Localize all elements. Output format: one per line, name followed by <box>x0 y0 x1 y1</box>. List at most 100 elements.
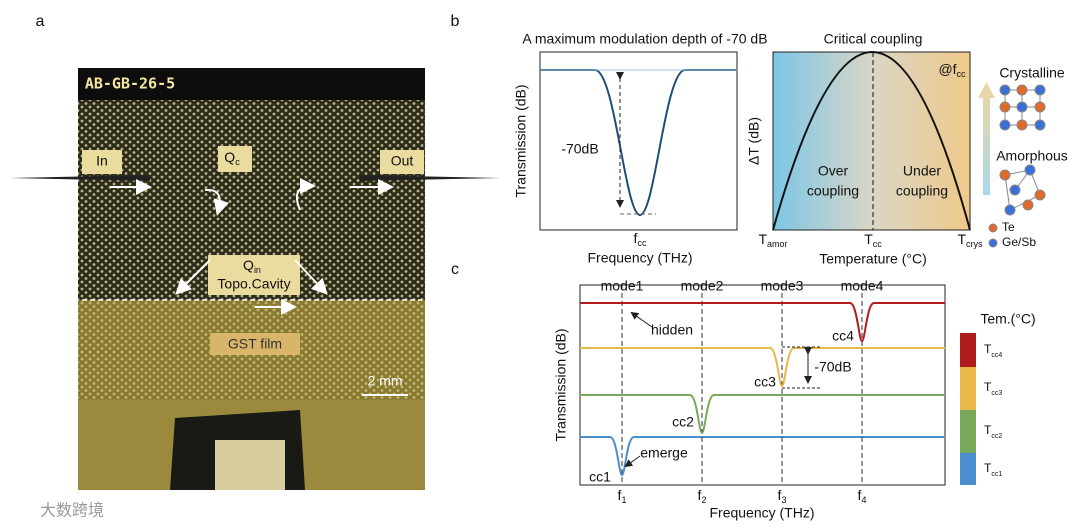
label: Temperature (°C) <box>819 251 927 267</box>
text-main: T <box>984 342 992 356</box>
text-sub: in <box>254 265 261 275</box>
text-main: T <box>984 461 992 475</box>
text-main: @f <box>938 61 956 77</box>
dip-label: cc2 <box>672 414 694 430</box>
dip-label: cc4 <box>832 328 854 344</box>
label: Tem.(°C) <box>980 311 1035 327</box>
text-main: f <box>634 230 638 246</box>
text-main: Q <box>243 257 254 273</box>
text-main: f <box>778 487 782 503</box>
label: -70dB <box>561 141 598 157</box>
text-sub: cc <box>957 69 967 79</box>
label: fcc <box>634 230 647 249</box>
x-tick-label: f4 <box>858 487 867 506</box>
legend-bar <box>960 333 976 485</box>
spectrum <box>580 347 945 388</box>
legend-label: Tcc4 <box>984 342 1002 359</box>
label: Qc <box>224 149 240 168</box>
label: Topo.Cavity <box>217 276 290 292</box>
text-sub: cc2 <box>991 433 1002 440</box>
label: Crystalline <box>999 65 1065 81</box>
crystal-icon <box>988 84 1046 248</box>
text-main: T <box>984 423 992 437</box>
label: @fcc <box>938 61 966 80</box>
text-sub: 4 <box>861 495 866 505</box>
spectrum <box>580 302 945 343</box>
x-tick-label: f2 <box>698 487 707 506</box>
label: ΔT (dB) <box>746 117 762 165</box>
text-sub: 3 <box>781 495 786 505</box>
label: A maximum modulation depth of -70 dB <box>522 31 767 47</box>
label: Over <box>818 163 849 179</box>
plot-frame <box>579 284 946 486</box>
label: coupling <box>807 183 859 199</box>
text-sub: c <box>235 157 240 167</box>
label: emerge <box>640 445 688 461</box>
label: Transmission (dB) <box>553 328 569 441</box>
x-tick-label: Tcc <box>864 231 882 250</box>
label: Critical coupling <box>824 31 923 47</box>
plot-frame <box>539 51 738 231</box>
label: 2 mm <box>368 373 403 389</box>
annotation-arrow <box>624 455 641 468</box>
text-sub: cc1 <box>991 471 1002 478</box>
label: coupling <box>896 183 948 199</box>
text-main: f <box>618 487 622 503</box>
label: AB-GB-26-5 <box>85 75 175 93</box>
label: In <box>96 153 108 169</box>
label: Frequency (THz) <box>587 250 692 266</box>
text-main: T <box>957 231 966 247</box>
label: a <box>36 13 45 30</box>
legend-label: Tcc1 <box>984 461 1002 478</box>
text-sub: cc3 <box>991 390 1002 397</box>
label: Under <box>903 163 941 179</box>
text-main: Q <box>224 149 235 165</box>
label: 大数跨境 <box>40 501 104 520</box>
text-main: f <box>858 487 862 503</box>
label: c <box>451 261 459 278</box>
phase-arrow <box>983 95 990 195</box>
guide <box>782 346 822 389</box>
mode-label: mode2 <box>681 278 724 294</box>
text-sub: cc <box>637 238 647 248</box>
photo <box>10 68 500 490</box>
x-tick-label: Tcrys <box>957 231 983 250</box>
text-main: T <box>984 380 992 394</box>
dip-curve <box>540 69 737 217</box>
text-main: f <box>698 487 702 503</box>
text-main: T <box>758 231 767 247</box>
legend-label: Tcc2 <box>984 423 1002 440</box>
text-sub: 2 <box>701 495 706 505</box>
text-sub: 1 <box>621 495 626 505</box>
spectrum <box>580 436 945 477</box>
spectrum <box>580 394 945 435</box>
label: b <box>451 13 460 30</box>
label: GST film <box>228 336 282 352</box>
legend-label: Tcc3 <box>984 380 1002 397</box>
label: Te <box>1002 220 1015 234</box>
label: -70dB <box>814 359 851 375</box>
dip-label: cc1 <box>589 469 611 485</box>
phase-arrow <box>978 82 995 98</box>
label: Amorphous <box>996 148 1068 164</box>
x-tick-label: f3 <box>778 487 787 506</box>
text-sub: amor <box>767 239 788 249</box>
x-tick-label: f1 <box>618 487 627 506</box>
annotation-arrow <box>630 311 653 328</box>
label: Transmission (dB) <box>513 84 529 197</box>
text-main: T <box>864 231 873 247</box>
label: Ge/Sb <box>1002 235 1036 249</box>
mode-label: mode3 <box>761 278 804 294</box>
text-sub: cc4 <box>991 352 1002 359</box>
label: Out <box>391 153 414 169</box>
coupling-curve <box>772 51 971 231</box>
x-tick-label: Tamor <box>758 231 787 250</box>
label: hidden <box>651 322 693 338</box>
text-sub: cc <box>873 239 883 249</box>
mode-label: mode1 <box>601 278 644 294</box>
dip-label: cc3 <box>754 374 776 390</box>
label: Qin <box>243 257 261 276</box>
plot-frame <box>772 51 971 231</box>
mode-label: mode4 <box>841 278 884 294</box>
